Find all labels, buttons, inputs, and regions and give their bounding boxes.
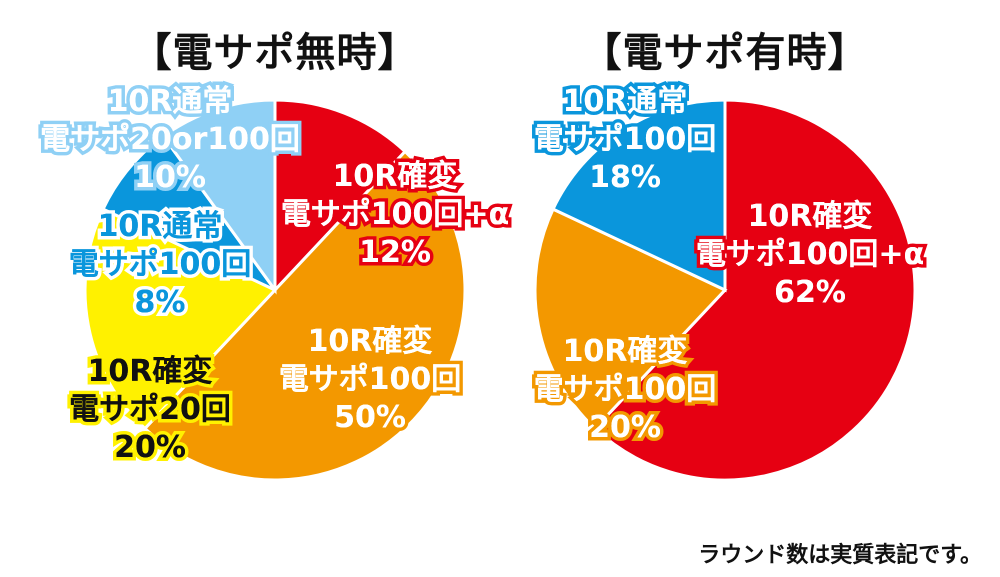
pie1-slice-1-label: 10R確変 電サポ100回 20% (530, 331, 720, 449)
pie0-slice-3-line2: 電サポ100回 (65, 244, 255, 286)
pie0-slice-1-label: 10R確変 電サポ100回 50% (275, 321, 465, 439)
pie1-slice-0-pct-label: 62% (771, 272, 850, 314)
pie1-slice-2-line2-fill: 電サポ100回 (533, 122, 717, 157)
pie0-slice-3-label-fill: 10R通常 電サポ100回 8% (69, 208, 252, 322)
pie1-slice-1-label-fill: 10R確変 電サポ100回 20% (534, 333, 717, 447)
pie0-slice-3-label: 10R通常 電サポ100回 8% (65, 206, 255, 324)
pie0-slice-3 (101, 134, 277, 292)
pie0-slice-2-line1: 10R確変 (84, 351, 216, 393)
pie1-slice-0-label: 10R確変 電サポ100回+α 62% (692, 196, 927, 314)
pie0-slice-4-line2-fill: 電サポ20or100回 (40, 122, 300, 157)
pie1-slice-0-label-fill: 10R確変 電サポ100回+α 62% (696, 198, 924, 312)
pie0-slice-4-label-fill: 10R通常 電サポ20or100回 10% (40, 83, 300, 197)
pie-chart-no-support (83, 98, 467, 482)
footnote: ラウンド数は実質表記です。 (698, 543, 982, 568)
pie0-slice-2 (83, 207, 278, 431)
pie0-slice-3-line2-fill: 電サポ100回 (68, 247, 252, 282)
pie1-slice-2-pct-label: 18% (586, 157, 665, 199)
pie0-slice-0-pct-label: 12% (356, 232, 435, 274)
pie0-slice-4-line1-fill: 10R通常 (107, 84, 233, 119)
pie1-slice-1-line2: 電サポ100回 (530, 369, 720, 411)
pie0-slice-0-line2-fill: 電サポ100回+α (280, 197, 510, 232)
pie-chart-with-support (533, 98, 917, 482)
pie0-slice-0 (273, 98, 408, 294)
pie0-slice-0-line1: 10R確変 (329, 156, 461, 198)
pie0-slice-0-line2: 電サポ100回+α (277, 194, 512, 236)
pie0-slice-1-line2: 電サポ100回 (275, 359, 465, 401)
pie1-slice-1-line1: 10R確変 (559, 331, 691, 373)
pie0-slice-4-label: 10R通常 電サポ20or100回 10% (37, 81, 304, 199)
pie1-slice-1 (533, 207, 728, 431)
pie1-slice-0-line1-fill: 10R確変 (747, 199, 873, 234)
pie0-slice-1-pct-label: 50% (331, 397, 410, 439)
pie0-slice-2-line1-fill: 10R確変 (87, 354, 213, 389)
pie0-slice-3-line1-fill: 10R通常 (97, 209, 223, 244)
chart-title-with-support: 【電サポ有時】 (581, 30, 869, 76)
pie0-slice-2-line2: 電サポ20回 (66, 389, 235, 431)
pie0-slice-0-pct-label-fill: 12% (359, 235, 431, 270)
pie1-slice-0-pct-label-fill: 62% (774, 275, 846, 310)
pie0-slice-3-pct-label-fill: 8% (134, 285, 186, 320)
pie1-slice-1-line2-fill: 電サポ100回 (533, 372, 717, 407)
pie1-slice-0-line2: 電サポ100回+α (692, 234, 927, 276)
pie1-slice-1-line1-fill: 10R確変 (562, 334, 688, 369)
pie0-slice-2-line2-fill: 電サポ20回 (69, 392, 231, 427)
pie1-slice-1-pct-label: 20% (586, 407, 665, 449)
pie1-slice-2-label-fill: 10R通常 電サポ100回 18% (534, 83, 717, 197)
pie0-slice-4-line1: 10R通常 (104, 81, 236, 123)
pie0-slice-0-label: 10R確変 電サポ100回+α 12% (277, 156, 512, 274)
pie0-slice-0-label-fill: 10R確変 電サポ100回+α 12% (281, 158, 509, 272)
chart-title-no-support: 【電サポ無時】 (131, 30, 419, 76)
pie0-slice-4-pct-label-fill: 10% (134, 160, 206, 195)
pie0-slice-4-line2: 電サポ20or100回 (37, 119, 304, 161)
pie0-slice-4 (161, 98, 277, 295)
pie1-slice-0-line1: 10R確変 (744, 196, 876, 238)
pie0-slice-1-line1: 10R確変 (304, 321, 436, 363)
pie1-slice-2-pct-label-fill: 18% (589, 160, 661, 195)
pie0-slice-2-pct-label: 20% (111, 427, 190, 469)
pie0-slice-1-label-fill: 10R確変 電サポ100回 50% (279, 323, 462, 437)
pie1-slice-0 (592, 98, 917, 482)
pie0-slice-4-pct-label: 10% (131, 157, 210, 199)
pie0-slice-1-line2-fill: 電サポ100回 (278, 362, 462, 397)
pie0-slice-0-line1-fill: 10R確変 (332, 159, 458, 194)
pie1-slice-1-pct-label-fill: 20% (589, 410, 661, 445)
pie0-slice-1-pct-label-fill: 50% (334, 400, 406, 435)
pie0-slice-3-line1: 10R通常 (94, 206, 226, 248)
pie0-slice-2-pct-label-fill: 20% (114, 430, 186, 465)
pie0-slice-1-line1-fill: 10R確変 (307, 324, 433, 359)
pie1-slice-2-line1-fill: 10R通常 (562, 84, 688, 119)
pie0-slice-2-label: 10R確変 電サポ20回 20% (66, 351, 235, 469)
pie1-slice-2-line1: 10R通常 (559, 81, 691, 123)
pie0-slice-2-label-fill: 10R確変 電サポ20回 20% (69, 353, 231, 467)
pie1-slice-2-label: 10R通常 電サポ100回 18% (530, 81, 720, 199)
pie1-slice-2 (551, 98, 727, 293)
pie1-slice-2-line2: 電サポ100回 (530, 119, 720, 161)
pie0-slice-1 (142, 149, 467, 482)
pie1-slice-0-line2-fill: 電サポ100回+α (695, 237, 925, 272)
pie0-slice-3-pct-label: 8% (131, 282, 189, 324)
